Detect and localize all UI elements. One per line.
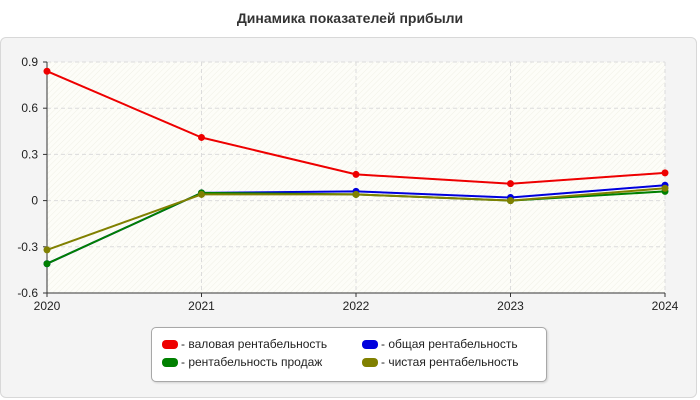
y-tick-label: 0.9 (21, 55, 38, 69)
x-tick-label: 2023 (497, 299, 524, 313)
legend-item-total[interactable]: - общая рентабельность (362, 336, 518, 352)
data-point-3-0[interactable] (43, 246, 51, 254)
chart-title: Динамика показателей прибыли (236, 10, 464, 26)
data-point-0-4[interactable] (661, 169, 669, 177)
data-point-0-2[interactable] (352, 170, 360, 178)
y-tick-labels: 0.9 0.6 0.3 0 -0.3 -0.6 (17, 55, 38, 300)
legend-item-sales[interactable]: - рентабельность продаж (162, 354, 322, 370)
legend-item-gross[interactable]: - валовая рентабельность (162, 336, 327, 352)
y-tick-label: 0.6 (21, 101, 38, 115)
series-points (43, 67, 669, 268)
y-tick-label: -0.6 (17, 286, 38, 300)
legend-swatch (362, 339, 378, 349)
data-point-3-3[interactable] (507, 197, 514, 205)
legend-label: - чистая рентабельность (381, 355, 519, 369)
legend: - валовая рентабельность - общая рентабе… (151, 327, 547, 382)
x-tick-label: 2024 (652, 299, 679, 313)
x-tick-label: 2021 (188, 299, 215, 313)
x-tick-label: 2022 (343, 299, 370, 313)
y-tick-label: -0.3 (17, 240, 38, 254)
data-point-3-4[interactable] (661, 184, 669, 192)
data-point-3-1[interactable] (198, 190, 205, 198)
data-point-3-2[interactable] (352, 190, 360, 198)
x-tick-labels: 2020 2021 2022 2023 2024 (34, 299, 679, 313)
legend-swatch (162, 357, 178, 367)
legend-label: - общая рентабельность (381, 337, 518, 351)
legend-item-net[interactable]: - чистая рентабельность (362, 354, 518, 370)
y-tick-label: 0.3 (21, 147, 38, 161)
data-point-0-3[interactable] (507, 180, 514, 188)
data-point-0-1[interactable] (198, 133, 205, 141)
axes (43, 61, 666, 297)
x-tick-label: 2020 (34, 299, 61, 313)
data-point-2-0[interactable] (43, 260, 51, 268)
legend-label: - рентабельность продаж (181, 355, 323, 369)
legend-swatch (162, 339, 178, 349)
data-point-0-0[interactable] (43, 67, 51, 75)
legend-label: - валовая рентабельность (181, 337, 328, 351)
legend-swatch (362, 357, 378, 367)
y-tick-label: 0 (31, 194, 38, 208)
